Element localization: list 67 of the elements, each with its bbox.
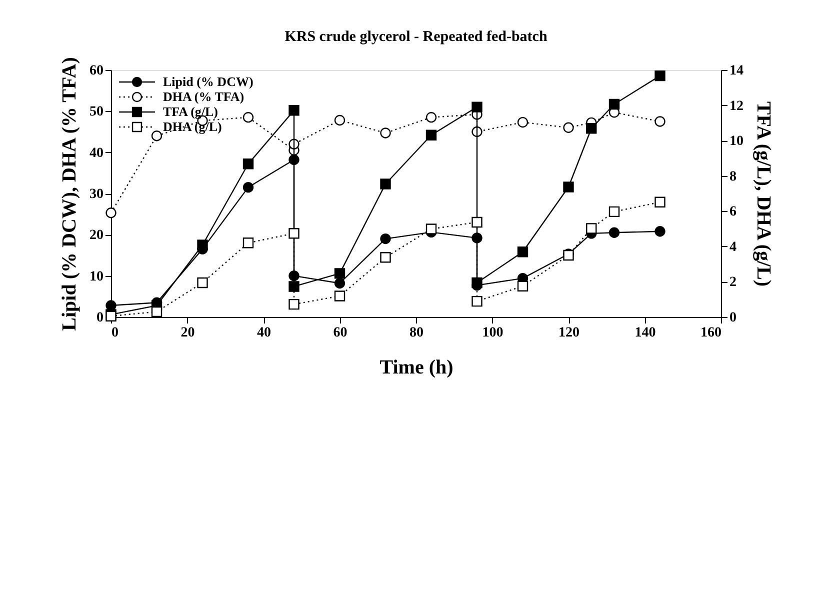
point [288,298,300,310]
y-tick-label: 50 [90,104,104,120]
point [380,252,391,263]
point [517,246,528,258]
y2-tick-label: 14 [730,64,744,78]
y-tick-label: 10 [90,269,104,284]
legend-label: DHA (g/L) [163,119,222,134]
point [242,158,254,170]
x-tick-label: 0 [112,326,118,340]
x-tick-label: 60 [333,326,348,340]
x-tick-label: 40 [257,326,271,340]
y-tick-label: 0 [96,310,104,326]
point [380,178,391,190]
point [563,182,574,192]
point [334,268,346,279]
point [654,226,666,237]
y-tick-label: 30 [90,187,104,202]
y2-axis-title: TFA (g/L), DHA (g/L) [752,101,774,287]
point [288,281,300,292]
point [288,105,300,116]
point [106,300,116,311]
chart-title: KRS crude glycerol - Repeated fed-batch [284,28,548,45]
point [608,98,620,110]
y2-tick-label: 2 [730,275,736,290]
y2-tick-label: 10 [730,134,744,150]
y2-tick-label: 8 [730,169,736,184]
point [472,296,482,307]
legend-label: DHA (% TFA) [163,89,244,104]
x-tick-label: 140 [634,326,656,340]
y2-tick-label: 0 [730,310,736,326]
x-tick-label: 160 [700,326,722,340]
y2-tick-label: 4 [730,240,736,255]
point [334,290,346,302]
y-tick-label: 60 [90,64,104,78]
point [472,232,482,244]
point [472,216,482,228]
point [472,277,482,288]
x-tick-label: 120 [558,326,580,340]
point [426,224,437,234]
point [654,70,666,82]
point [288,228,300,239]
x-tick-label: 100 [482,326,504,340]
y-tick-label: 40 [90,146,104,161]
point [242,238,254,248]
legend-label: Lipid (% DCW) [163,74,254,89]
x-tick-label: 20 [180,326,195,340]
point [608,227,620,238]
legend-label: TFA (g/L) [163,104,218,119]
point [654,196,666,208]
point [586,123,597,134]
point [517,280,528,292]
y-tick-label: 20 [90,228,104,244]
point [472,102,482,112]
point [608,206,620,218]
point [151,306,162,318]
y-axis-title: Lipid (% DCW), DHA (% TFA) [58,57,80,331]
point [380,233,391,244]
point [197,240,208,250]
point [197,277,208,288]
y2-tick-label: 6 [730,204,736,220]
point [242,182,254,193]
x-tick-label: 80 [410,326,424,340]
y2-tick-label: 12 [730,98,744,114]
x-axis-title: Time (h) [380,356,454,378]
point [334,278,346,289]
point [426,130,437,140]
point [586,223,597,234]
